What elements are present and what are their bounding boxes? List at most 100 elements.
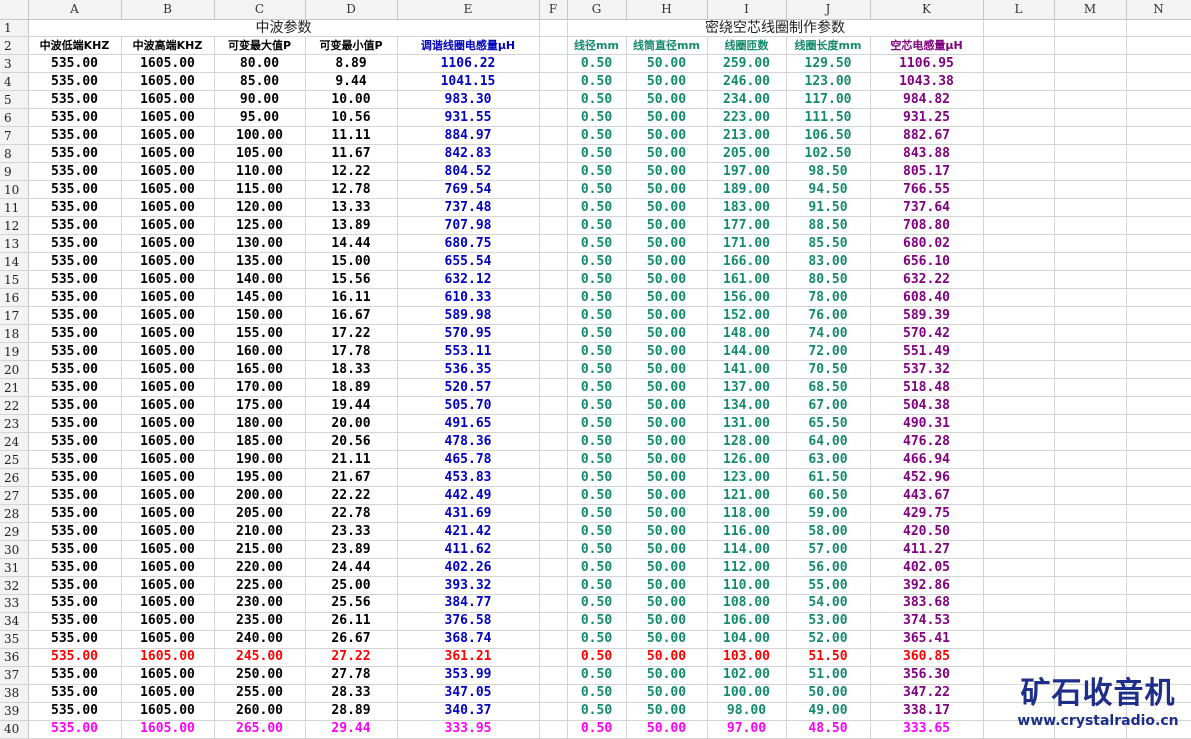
cell-wire-diameter[interactable]: 0.50 (567, 198, 627, 218)
cell-tuning-inductance[interactable]: 707.98 (397, 216, 540, 236)
cell-cap-max[interactable]: 165.00 (214, 360, 306, 380)
cell-cap-min[interactable]: 17.78 (305, 342, 398, 362)
cell[interactable] (983, 684, 1055, 703)
cell-mw-low[interactable]: 535.00 (28, 504, 122, 524)
header-mw-low[interactable]: 中波低端KHZ (28, 36, 122, 56)
cell[interactable] (1126, 234, 1191, 254)
cell-former-diameter[interactable]: 50.00 (626, 234, 708, 254)
cell-turns[interactable]: 108.00 (707, 594, 787, 613)
cell-tuning-inductance[interactable]: 421.42 (397, 522, 540, 542)
cell-mw-high[interactable]: 1605.00 (121, 90, 215, 110)
cell-turns[interactable]: 183.00 (707, 198, 787, 218)
cell-former-diameter[interactable]: 50.00 (626, 630, 708, 649)
cell[interactable] (983, 576, 1055, 595)
cell-mw-low[interactable]: 535.00 (28, 468, 122, 488)
row-number[interactable]: 33 (0, 594, 29, 613)
cell-cap-min[interactable]: 21.67 (305, 468, 398, 488)
cell-wire-diameter[interactable]: 0.50 (567, 522, 627, 542)
cell-tuning-inductance[interactable]: 442.49 (397, 486, 540, 506)
cell-former-diameter[interactable]: 50.00 (626, 666, 708, 685)
cell-mw-low[interactable]: 535.00 (28, 684, 122, 703)
cell-mw-high[interactable]: 1605.00 (121, 198, 215, 218)
cell-wire-diameter[interactable]: 0.50 (567, 270, 627, 290)
cell[interactable] (1054, 126, 1127, 146)
cell-cap-max[interactable]: 255.00 (214, 684, 306, 703)
cell[interactable] (1126, 522, 1191, 542)
cell-aircore-inductance[interactable]: 333.65 (870, 720, 984, 739)
header-mw-high[interactable]: 中波高端KHZ (121, 36, 215, 56)
cell[interactable] (539, 594, 568, 613)
cell-tuning-inductance[interactable]: 384.77 (397, 594, 540, 613)
cell[interactable] (983, 720, 1055, 739)
cell[interactable] (1126, 342, 1191, 362)
cell[interactable] (539, 288, 568, 308)
cell[interactable] (983, 666, 1055, 685)
cell-mw-high[interactable]: 1605.00 (121, 504, 215, 524)
cell-tuning-inductance[interactable]: 347.05 (397, 684, 540, 703)
cell-tuning-inductance[interactable]: 536.35 (397, 360, 540, 380)
cell-aircore-inductance[interactable]: 466.94 (870, 450, 984, 470)
cell-wire-diameter[interactable]: 0.50 (567, 306, 627, 326)
row-number[interactable]: 27 (0, 486, 29, 506)
cell-aircore-inductance[interactable]: 443.67 (870, 486, 984, 506)
cell[interactable] (1054, 648, 1127, 667)
cell-aircore-inductance[interactable]: 452.96 (870, 468, 984, 488)
cell-cap-min[interactable]: 15.56 (305, 270, 398, 290)
cell-tuning-inductance[interactable]: 680.75 (397, 234, 540, 254)
cell-mw-low[interactable]: 535.00 (28, 414, 122, 434)
row-number[interactable]: 20 (0, 360, 29, 380)
cell-coil-length[interactable]: 58.00 (786, 522, 871, 542)
cell-cap-max[interactable]: 265.00 (214, 720, 306, 739)
cell[interactable] (1126, 144, 1191, 164)
row-number[interactable]: 29 (0, 522, 29, 542)
cell-wire-diameter[interactable]: 0.50 (567, 144, 627, 164)
cell[interactable] (1126, 378, 1191, 398)
row-number[interactable]: 35 (0, 630, 29, 649)
cell[interactable] (539, 360, 568, 380)
cell-cap-min[interactable]: 23.89 (305, 540, 398, 560)
cell-aircore-inductance[interactable]: 766.55 (870, 180, 984, 200)
cell-former-diameter[interactable]: 50.00 (626, 72, 708, 92)
cell[interactable] (1126, 54, 1191, 74)
row-number[interactable]: 34 (0, 612, 29, 631)
cell[interactable] (983, 19, 1055, 38)
cell-aircore-inductance[interactable]: 1106.95 (870, 54, 984, 74)
cell-cap-min[interactable]: 11.11 (305, 126, 398, 146)
cell-mw-high[interactable]: 1605.00 (121, 126, 215, 146)
cell-mw-high[interactable]: 1605.00 (121, 54, 215, 74)
cell[interactable] (983, 414, 1055, 434)
cell[interactable] (983, 360, 1055, 380)
cell-wire-diameter[interactable]: 0.50 (567, 396, 627, 416)
cell-former-diameter[interactable]: 50.00 (626, 720, 708, 739)
cell-tuning-inductance[interactable]: 632.12 (397, 270, 540, 290)
row-number[interactable]: 38 (0, 684, 29, 703)
cell-turns[interactable]: 246.00 (707, 72, 787, 92)
cell-tuning-inductance[interactable]: 1106.22 (397, 54, 540, 74)
cell-mw-high[interactable]: 1605.00 (121, 648, 215, 667)
row-number[interactable]: 1 (0, 19, 29, 38)
header-turns[interactable]: 线圈匝数 (707, 36, 787, 56)
cell-coil-length[interactable]: 83.00 (786, 252, 871, 272)
column-header[interactable]: N (1126, 0, 1191, 20)
cell-aircore-inductance[interactable]: 356.30 (870, 666, 984, 685)
cell-cap-max[interactable]: 110.00 (214, 162, 306, 182)
cell-cap-min[interactable]: 18.33 (305, 360, 398, 380)
cell-tuning-inductance[interactable]: 589.98 (397, 306, 540, 326)
cell[interactable] (1054, 522, 1127, 542)
cell-former-diameter[interactable]: 50.00 (626, 252, 708, 272)
cell[interactable] (539, 468, 568, 488)
cell[interactable] (1054, 432, 1127, 452)
cell-turns[interactable]: 223.00 (707, 108, 787, 128)
column-header[interactable]: K (870, 0, 984, 20)
column-header[interactable]: E (397, 0, 540, 20)
cell-mw-low[interactable]: 535.00 (28, 396, 122, 416)
cell-mw-high[interactable]: 1605.00 (121, 180, 215, 200)
row-number[interactable]: 31 (0, 558, 29, 578)
cell-coil-length[interactable]: 70.50 (786, 360, 871, 380)
cell-cap-min[interactable]: 22.78 (305, 504, 398, 524)
cell-aircore-inductance[interactable]: 365.41 (870, 630, 984, 649)
cell-former-diameter[interactable]: 50.00 (626, 54, 708, 74)
cell-former-diameter[interactable]: 50.00 (626, 576, 708, 595)
row-number[interactable]: 39 (0, 702, 29, 721)
cell-tuning-inductance[interactable]: 610.33 (397, 288, 540, 308)
